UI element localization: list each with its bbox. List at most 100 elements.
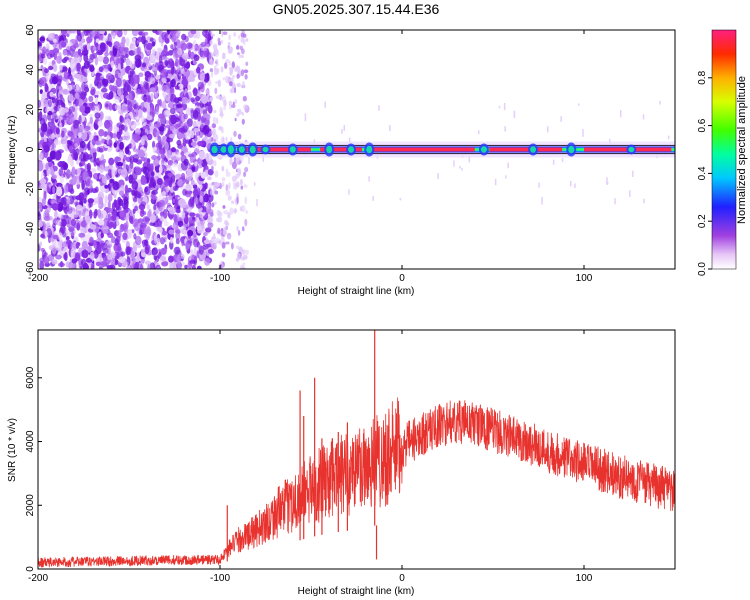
noise-point [162,208,168,219]
faint-noise-point [241,118,245,125]
sparse-noise-point [368,176,370,182]
colorbar-tick-label: 0.2 [697,214,708,228]
noise-point [52,186,56,194]
noise-point [134,205,139,212]
noise-point [155,105,159,116]
noise-point [83,60,90,69]
noise-point [203,239,211,244]
noise-point [158,35,163,44]
faint-noise-point [220,126,224,132]
noise-point [116,216,120,221]
noise-point [159,255,167,262]
noise-point [185,172,193,181]
noise-point [66,84,73,92]
noise-point [173,246,181,255]
noise-point [173,213,178,223]
noise-point [150,213,156,223]
sparse-noise-point [582,129,584,137]
noise-point [144,186,151,196]
sparse-noise-point [498,105,501,109]
noise-point [187,84,192,91]
faint-noise-point [245,38,249,42]
noise-point [187,229,194,237]
noise-point [156,266,161,269]
noise-point [94,112,101,119]
noise-point [205,89,209,95]
sparse-noise-point [538,182,540,188]
faint-noise-point [221,181,225,188]
noise-point [108,138,113,148]
faint-noise-point [225,184,229,192]
snr-x-tick-label: -200 [28,573,48,584]
noise-point [51,111,57,120]
noise-point [207,248,214,255]
noise-point [204,257,211,266]
noise-point [116,157,122,162]
spectrogram-x-ticks: -200 -100 0 100 [28,30,593,284]
noise-point [99,164,105,174]
noise-point [144,216,150,225]
noise-point [89,102,94,107]
noise-point [164,141,169,151]
faint-noise-point [239,45,243,51]
faint-noise-point [223,105,227,111]
noise-point [148,208,152,218]
noise-point [68,145,73,152]
noise-point [52,63,58,72]
noise-point [162,84,169,92]
faint-noise-point [241,266,246,269]
noise-point [131,37,137,44]
noise-point [133,132,140,143]
noise-point [155,74,161,80]
faint-noise-point [240,54,244,59]
noise-point [81,240,88,251]
noise-point [117,87,122,97]
noise-point [89,116,94,125]
noise-point [167,202,172,208]
noise-point [179,210,186,219]
sparse-noise-point [642,114,645,120]
sparse-noise-point [560,116,562,122]
noise-point [128,215,134,223]
noise-point [62,89,70,95]
noise-point [110,60,115,69]
noise-point [79,125,85,132]
spectrogram-y-label: Frequency (Hz) [7,116,18,185]
noise-point [53,165,58,172]
noise-point [123,30,128,36]
noise-point [161,135,166,145]
signal-core [369,147,475,152]
noise-point [181,96,189,105]
noise-point [48,65,54,71]
noise-point [67,206,73,214]
faint-noise-point [209,40,213,45]
sparse-noise-point [507,162,509,169]
noise-point [40,233,46,238]
noise-point [116,122,123,128]
noise-point [89,224,97,230]
noise-point [182,137,187,147]
faint-noise-point [237,133,242,140]
snr-series-line [38,397,675,568]
noise-point [149,176,155,184]
noise-point [192,184,198,189]
noise-point [149,262,156,269]
noise-point [85,211,89,216]
faint-noise-point [212,129,216,137]
noise-point [146,115,153,121]
noise-point [167,102,175,109]
noise-point [200,52,207,58]
noise-point [190,97,195,103]
faint-noise-point [234,208,237,213]
noise-point [81,81,86,92]
faint-noise-point [243,171,247,177]
sparse-noise-point [459,165,461,169]
noise-point [166,30,171,35]
noise-point [166,137,174,143]
noise-point [75,243,80,249]
colorbar-tick-label: 0.8 [697,70,708,84]
noise-point [192,120,198,128]
noise-point [131,142,135,150]
noise-point [140,209,145,215]
noise-point [173,40,178,48]
